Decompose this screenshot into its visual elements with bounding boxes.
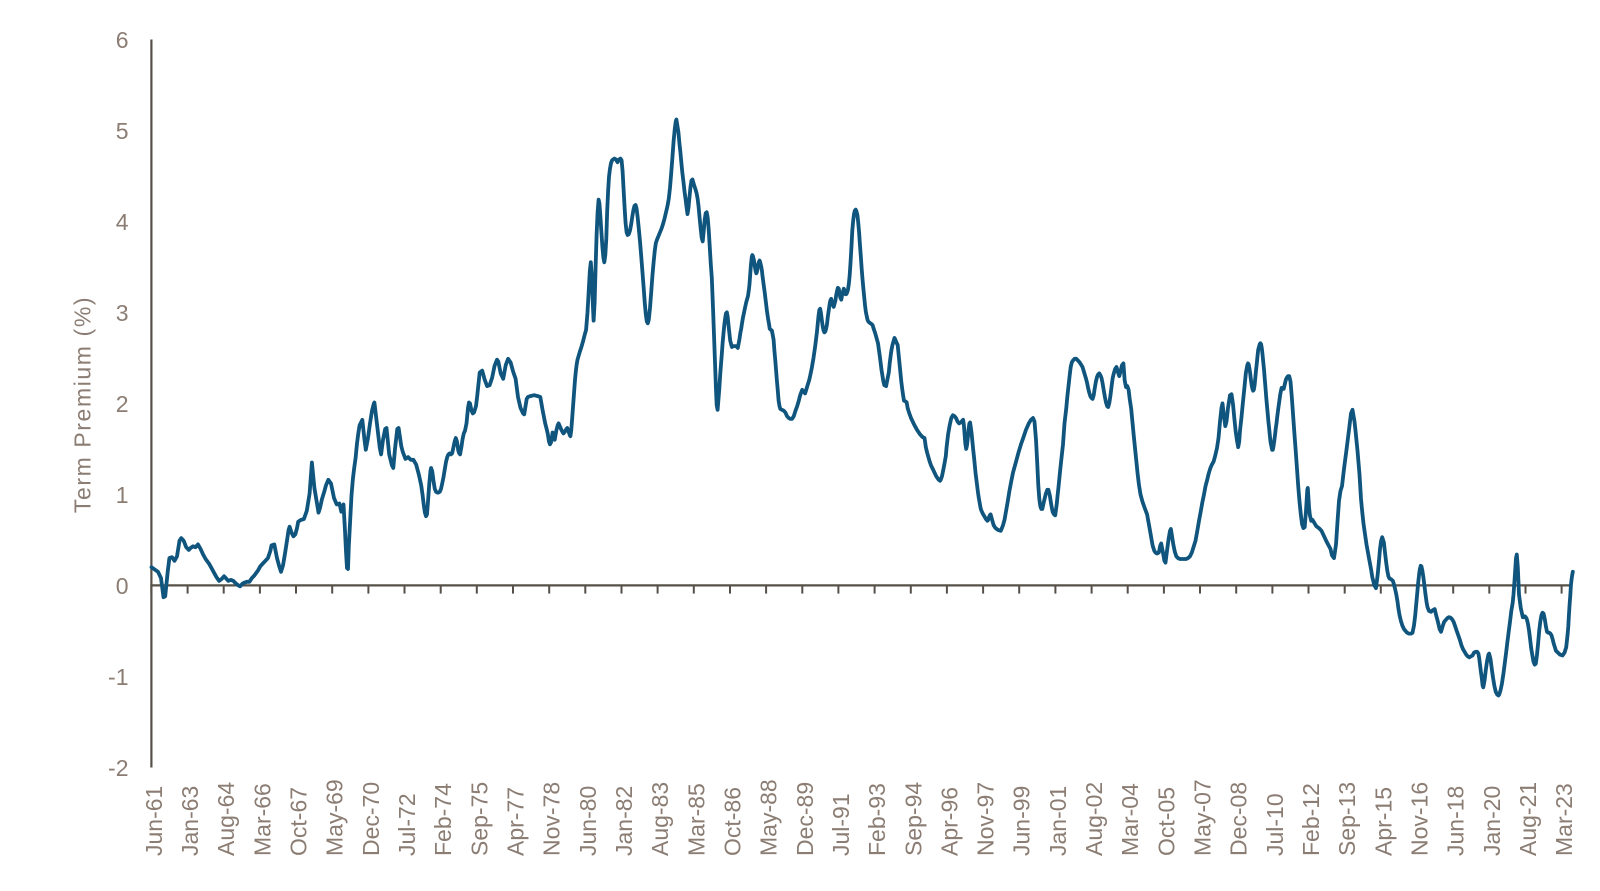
svg-text:Feb-93: Feb-93 — [864, 783, 890, 856]
svg-text:May-88: May-88 — [756, 779, 782, 856]
svg-text:May-69: May-69 — [322, 779, 348, 856]
svg-text:Apr-96: Apr-96 — [936, 787, 962, 856]
svg-text:Sep-94: Sep-94 — [900, 782, 926, 856]
svg-text:Jun-80: Jun-80 — [575, 786, 601, 856]
svg-text:Aug-83: Aug-83 — [647, 782, 673, 856]
svg-text:6: 6 — [116, 27, 129, 53]
svg-text:Mar-85: Mar-85 — [683, 783, 709, 856]
svg-text:Mar-23: Mar-23 — [1551, 783, 1577, 856]
svg-text:Apr-15: Apr-15 — [1370, 787, 1396, 856]
svg-text:Jun-61: Jun-61 — [141, 786, 167, 856]
svg-text:Dec-08: Dec-08 — [1226, 782, 1252, 856]
svg-text:5: 5 — [116, 118, 129, 144]
svg-text:2: 2 — [116, 391, 129, 417]
svg-text:Jun-18: Jun-18 — [1443, 786, 1469, 856]
svg-text:Feb-74: Feb-74 — [430, 783, 456, 856]
svg-text:Mar-66: Mar-66 — [249, 783, 275, 856]
svg-text:Mar-04: Mar-04 — [1117, 783, 1143, 856]
svg-text:Nov-97: Nov-97 — [973, 782, 999, 856]
svg-text:Aug-21: Aug-21 — [1515, 782, 1541, 856]
svg-text:Oct-86: Oct-86 — [720, 787, 746, 856]
svg-text:Dec-89: Dec-89 — [792, 782, 818, 856]
svg-text:Apr-77: Apr-77 — [503, 787, 529, 856]
svg-text:Jun-99: Jun-99 — [1009, 786, 1035, 856]
svg-text:Jul-91: Jul-91 — [828, 793, 854, 856]
svg-text:Jul-10: Jul-10 — [1262, 793, 1288, 856]
svg-text:4: 4 — [116, 209, 129, 235]
svg-text:0: 0 — [116, 573, 129, 599]
svg-text:Dec-70: Dec-70 — [358, 782, 384, 856]
svg-text:Aug-02: Aug-02 — [1081, 782, 1107, 856]
svg-text:Term Premium (%): Term Premium (%) — [70, 296, 96, 513]
svg-text:Oct-05: Oct-05 — [1153, 787, 1179, 856]
svg-text:Oct-67: Oct-67 — [286, 787, 312, 856]
svg-text:Nov-16: Nov-16 — [1407, 782, 1433, 856]
svg-text:1: 1 — [116, 482, 129, 508]
svg-text:Jan-01: Jan-01 — [1045, 786, 1071, 856]
svg-text:Jan-82: Jan-82 — [611, 786, 637, 856]
svg-text:Jul-72: Jul-72 — [394, 793, 420, 856]
svg-text:Sep-13: Sep-13 — [1334, 782, 1360, 856]
svg-text:Feb-12: Feb-12 — [1298, 783, 1324, 856]
svg-text:-2: -2 — [108, 755, 128, 781]
svg-text:Aug-64: Aug-64 — [213, 782, 239, 856]
svg-text:Jan-63: Jan-63 — [177, 786, 203, 856]
svg-text:-1: -1 — [108, 664, 128, 690]
svg-text:Jan-20: Jan-20 — [1479, 786, 1505, 856]
svg-text:May-07: May-07 — [1190, 779, 1216, 856]
svg-text:3: 3 — [116, 300, 129, 326]
svg-text:Sep-75: Sep-75 — [466, 782, 492, 856]
svg-text:Nov-78: Nov-78 — [539, 782, 565, 856]
